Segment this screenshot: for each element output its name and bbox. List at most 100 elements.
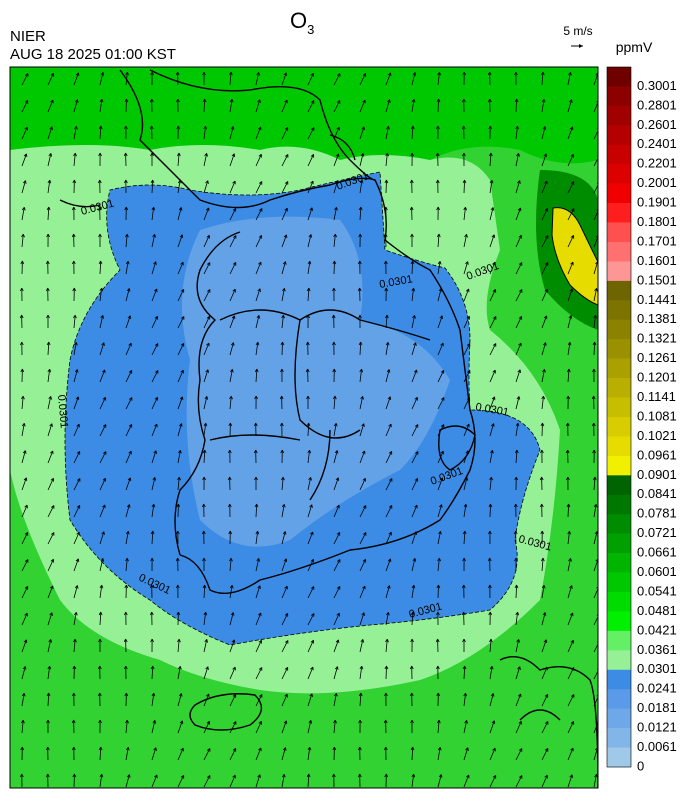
wind-arrow — [567, 234, 575, 248]
wind-arrow — [541, 584, 546, 599]
wind-arrow — [541, 315, 548, 329]
wind-arrow — [151, 423, 158, 437]
wind-arrow — [539, 503, 544, 518]
wind-arrow — [463, 450, 469, 464]
wind-arrow — [359, 532, 367, 545]
colorbar-label: 0.1501 — [637, 272, 677, 287]
wind-arrow — [593, 614, 598, 626]
wind-arrow — [567, 208, 575, 221]
wind-arrow — [99, 424, 107, 437]
wind-arrow — [99, 396, 106, 410]
wind-arrow — [437, 288, 443, 302]
colorbar-swatch — [607, 280, 631, 301]
wind-arrow — [151, 370, 159, 383]
wind-arrow — [47, 179, 52, 194]
wind-arrow — [307, 504, 313, 518]
wind-arrow — [46, 341, 51, 356]
wind-arrow — [383, 233, 388, 248]
wind-arrow — [229, 288, 236, 302]
wind-arrow — [592, 449, 596, 464]
colorbar-label: 0 — [637, 758, 644, 773]
wind-arrow — [411, 342, 417, 356]
wind-arrow — [567, 315, 573, 329]
wind-arrow — [539, 476, 544, 491]
wind-arrow — [489, 665, 494, 680]
colorbar-label: 0.0961 — [637, 447, 677, 462]
wind-arrow — [411, 504, 418, 518]
wind-arrow — [541, 368, 546, 383]
wind-arrow — [436, 233, 441, 248]
wind-arrow — [229, 235, 237, 248]
wind-arrow — [227, 503, 232, 518]
wind-arrows — [19, 71, 598, 788]
wind-arrow — [281, 640, 289, 653]
wind-arrow — [332, 395, 337, 410]
wind-arrow — [47, 153, 53, 167]
colorbar-swatch — [607, 611, 631, 632]
wind-arrow — [229, 342, 235, 356]
wind-arrow — [359, 99, 366, 113]
wind-arrow — [463, 261, 469, 275]
wind-arrow — [332, 368, 337, 383]
wind-arrow — [203, 207, 210, 221]
colorbar-swatch — [607, 475, 631, 496]
wind-arrow — [125, 71, 129, 86]
colorbar-label: 0.2201 — [637, 156, 677, 171]
wind-arrow — [125, 288, 131, 302]
wind-arrow — [253, 449, 258, 464]
wind-arrow — [177, 720, 184, 734]
wind-arrow — [203, 262, 211, 275]
wind-arrow — [488, 503, 493, 518]
wind-arrow — [203, 153, 208, 167]
wind-arrow — [435, 179, 440, 194]
wind-arrow — [124, 98, 129, 113]
wind-arrow — [357, 746, 362, 761]
wind-arrow — [307, 127, 315, 140]
wind-arrow — [385, 638, 389, 653]
wind-arrow — [410, 719, 414, 733]
colorbar-swatch — [607, 650, 631, 671]
wind-arrow — [515, 422, 520, 437]
colorbar-label: 0.0781 — [637, 506, 677, 521]
colorbar-swatch — [607, 397, 631, 418]
colorbar-label: 0.1141 — [637, 389, 676, 404]
wind-arrow — [514, 584, 519, 599]
wind-arrow — [411, 287, 416, 302]
wind-arrow — [72, 773, 77, 788]
wind-arrow — [591, 395, 596, 410]
wind-arrow — [332, 260, 337, 275]
wind-arrow — [461, 98, 466, 113]
wind-arrow — [229, 557, 233, 572]
wind-arrow — [125, 450, 132, 464]
colorbar-swatch — [607, 125, 631, 146]
wind-arrow — [436, 719, 441, 734]
wind-arrow — [307, 531, 314, 545]
wind-arrow — [487, 557, 492, 572]
colorbar-label: 0.2401 — [637, 136, 677, 151]
wind-arrow — [514, 71, 518, 86]
wind-arrow — [488, 125, 493, 140]
colorbar-label: 0.0601 — [637, 564, 677, 579]
wind-arrow — [567, 288, 574, 302]
wind-arrow — [177, 423, 183, 437]
colorbar-label: 0.0841 — [637, 486, 677, 501]
wind-arrow — [175, 530, 180, 545]
wind-arrow — [567, 261, 574, 275]
wind-arrow — [203, 775, 211, 788]
colorbar-swatch — [607, 514, 631, 534]
wind-arrow — [359, 72, 367, 86]
wind-arrow — [331, 773, 336, 788]
contour-label: 0.0301 — [474, 401, 509, 419]
wind-arrow — [229, 126, 235, 140]
wind-arrow — [333, 504, 340, 518]
wind-scale-label: 5 m/s — [563, 24, 592, 38]
wind-arrow — [540, 422, 545, 437]
wind-arrow — [437, 450, 444, 464]
wind-arrow — [514, 476, 519, 491]
wind-arrow — [461, 611, 466, 626]
wind-arrow — [567, 71, 572, 86]
wind-arrow — [437, 342, 444, 356]
wind-arrow — [47, 505, 55, 518]
wind-arrow — [385, 341, 390, 356]
wind-arrow — [461, 125, 466, 140]
